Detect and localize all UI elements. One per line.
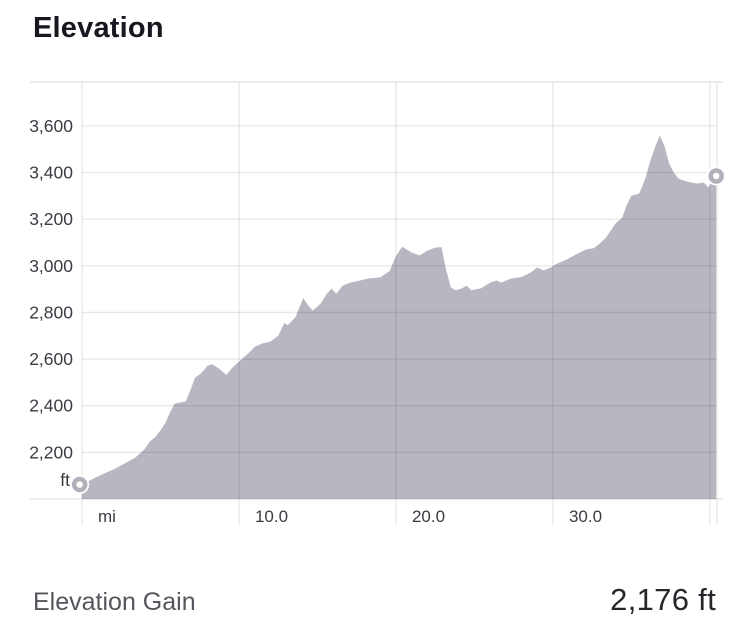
- elevation-gain-label: Elevation Gain: [33, 588, 196, 616]
- y-axis-tick-label: 2,800: [29, 302, 73, 322]
- elevation-gain-value: 2,176 ft: [610, 582, 716, 617]
- y-axis-tick-label: 3,600: [29, 116, 73, 136]
- y-axis-unit-label: ft: [60, 470, 70, 490]
- y-axis-tick-label: 2,200: [29, 442, 73, 462]
- route-start-marker[interactable]: [70, 475, 90, 495]
- x-axis-tick-label: 30.0: [569, 507, 602, 526]
- vertical-gridlines: [81, 82, 718, 525]
- x-axis-tick-label: 10.0: [255, 507, 288, 526]
- y-axis-tick-label: 2,400: [29, 396, 73, 416]
- y-axis-tick-label: 2,600: [29, 349, 73, 369]
- y-axis-tick-label: 3,400: [29, 162, 73, 182]
- horizontal-gridlines: [82, 125, 717, 454]
- chart-title: Elevation: [33, 12, 164, 44]
- elevation-area[interactable]: [82, 135, 717, 499]
- elevation-chart[interactable]: 2,200 2,400 2,600 2,800 3,000 3,200 3,400 3,600…: [0, 0, 750, 545]
- elevation-area-chart[interactable]: 2,200 2,400 2,600 2,800 3,000 3,200 3,400 3,600…: [0, 0, 750, 545]
- y-axis-tick-label: 3,200: [29, 209, 73, 229]
- y-axis-tick-label: 3,000: [29, 256, 73, 276]
- axis-tick-labels: 2,200 2,400 2,600 2,800 3,000 3,200 3,400 3,600…: [29, 116, 602, 526]
- x-axis-tick-label: mi: [98, 507, 116, 526]
- x-axis-tick-label: 20.0: [412, 507, 445, 526]
- route-end-marker[interactable]: [706, 166, 726, 186]
- elevation-gain-row: Elevation Gain 2,176 ft: [33, 582, 716, 618]
